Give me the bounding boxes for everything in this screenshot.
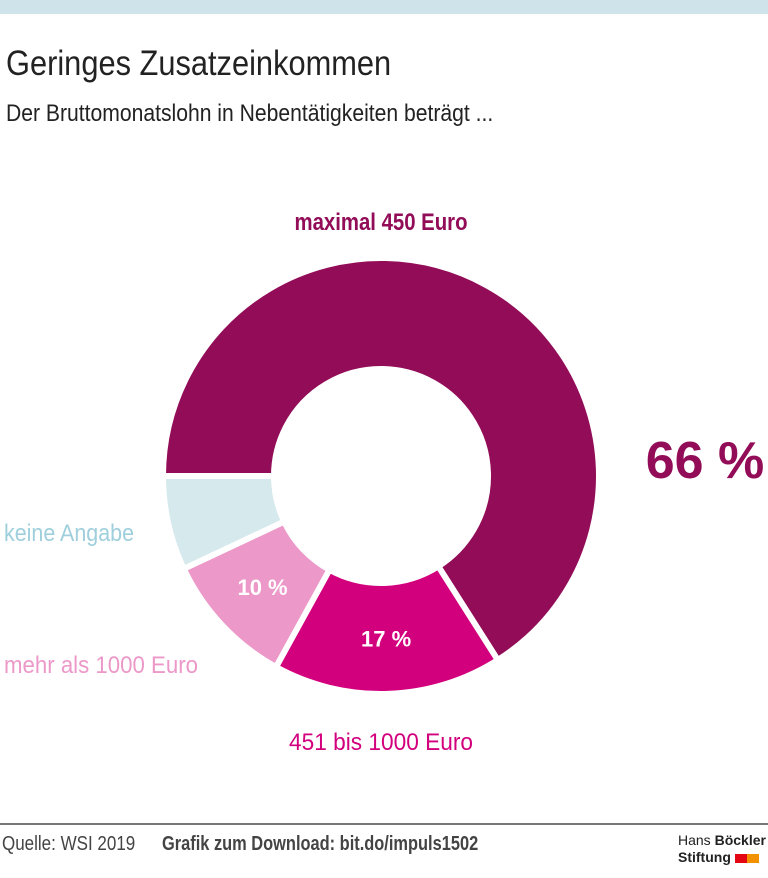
chart-title: Geringes Zusatzeinkommen: [6, 44, 392, 83]
footer-divider: [0, 823, 768, 825]
top-bar: [0, 0, 768, 14]
donut-slice: [159, 255, 602, 665]
slice-category-label: keine Angabe: [4, 520, 134, 547]
logo: Hans Böckler Stiftung: [678, 832, 766, 866]
download-link[interactable]: Grafik zum Download: bit.do/impuls1502: [162, 833, 479, 855]
logo-orange-square: [746, 853, 759, 863]
slice-category-label: 451 bis 1000 Euro: [289, 729, 473, 756]
logo-text: Stiftung: [678, 849, 731, 865]
slice-category-label: mehr als 1000 Euro: [4, 652, 198, 679]
slice-value-label: 10 %: [237, 575, 287, 600]
slice-value-label: 17 %: [361, 626, 411, 651]
donut-slice: [159, 473, 289, 573]
slice-category-label: maximal 450 Euro: [295, 209, 468, 236]
source-note: Quelle: WSI 2019: [2, 833, 136, 855]
logo-text: Böckler: [714, 832, 766, 848]
logo-text: Hans: [678, 832, 711, 848]
slice-value-label: 66 %: [646, 432, 765, 490]
donut-slice: [271, 562, 502, 697]
chart-subtitle: Der Bruttomonatslohn in Nebentätigkeiten…: [6, 100, 494, 127]
logo-red-square: [734, 853, 747, 863]
